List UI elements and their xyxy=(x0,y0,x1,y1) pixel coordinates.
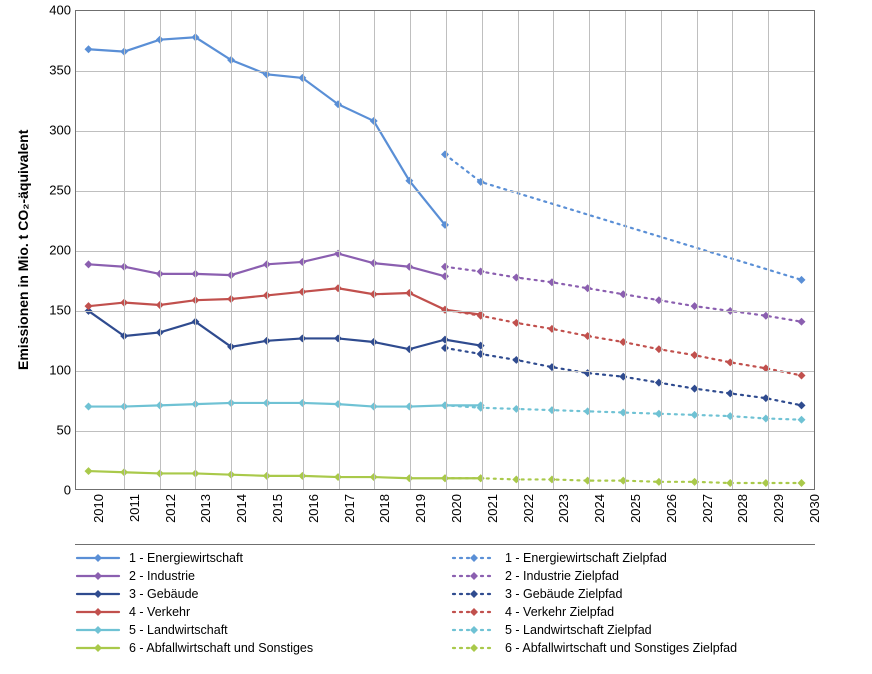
line-series-layer xyxy=(76,11,814,489)
y-tick: 400 xyxy=(49,3,71,18)
x-tick: 2016 xyxy=(306,494,321,523)
y-tick: 300 xyxy=(49,123,71,138)
legend-label: 6 - Abfallwirtschaft und Sonstiges Zielp… xyxy=(505,641,737,655)
plot-area xyxy=(75,10,815,490)
legend-item: 2 - Industrie Zielpfad xyxy=(451,569,815,583)
legend-item: 2 - Industrie xyxy=(75,569,439,583)
x-tick: 2028 xyxy=(735,494,750,523)
y-tick: 150 xyxy=(49,303,71,318)
y-tick: 100 xyxy=(49,363,71,378)
x-tick: 2019 xyxy=(413,494,428,523)
x-tick: 2025 xyxy=(628,494,643,523)
legend-item: 3 - Gebäude Zielpfad xyxy=(451,587,815,601)
x-tick: 2020 xyxy=(449,494,464,523)
x-tick: 2026 xyxy=(664,494,679,523)
x-tick: 2027 xyxy=(700,494,715,523)
y-tick: 350 xyxy=(49,63,71,78)
x-tick: 2024 xyxy=(592,494,607,523)
legend-label: 4 - Verkehr Zielpfad xyxy=(505,605,614,619)
legend-item: 4 - Verkehr xyxy=(75,605,439,619)
legend-label: 2 - Industrie xyxy=(129,569,195,583)
x-tick: 2015 xyxy=(270,494,285,523)
x-tick: 2011 xyxy=(127,494,142,522)
legend-label: 1 - Energiewirtschaft xyxy=(129,551,243,565)
legend-label: 1 - Energiewirtschaft Zielpfad xyxy=(505,551,667,565)
x-tick: 2029 xyxy=(771,494,786,523)
x-tick: 2013 xyxy=(198,494,213,523)
x-tick: 2021 xyxy=(485,494,500,523)
y-tick: 50 xyxy=(57,423,71,438)
y-axis-label: Emissionen in Mio. t CO₂-äquivalent xyxy=(11,10,35,490)
legend-label: 5 - Landwirtschaft Zielpfad xyxy=(505,623,652,637)
legend-label: 2 - Industrie Zielpfad xyxy=(505,569,619,583)
legend-label: 5 - Landwirtschaft xyxy=(129,623,228,637)
legend-item: 1 - Energiewirtschaft xyxy=(75,551,439,565)
emissions-line-chart: Emissionen in Mio. t CO₂-äquivalent 0 50 1… xyxy=(11,10,861,655)
x-axis-ticks: 2010 2011 2012 2013 2014 2015 2016 2017 2018 2019… xyxy=(75,490,815,544)
legend-label: 3 - Gebäude Zielpfad xyxy=(505,587,622,601)
legend-label: 3 - Gebäude xyxy=(129,587,199,601)
legend-item: 6 - Abfallwirtschaft und Sonstiges Zielp… xyxy=(451,641,815,655)
y-tick: 250 xyxy=(49,183,71,198)
legend-item: 1 - Energiewirtschaft Zielpfad xyxy=(451,551,815,565)
legend-item: 5 - Landwirtschaft Zielpfad xyxy=(451,623,815,637)
y-axis-ticks: 050100150200250300350400 xyxy=(35,10,75,490)
y-tick: 200 xyxy=(49,243,71,258)
legend-item: 6 - Abfallwirtschaft und Sonstiges xyxy=(75,641,439,655)
x-tick: 2030 xyxy=(807,494,822,523)
x-tick: 2012 xyxy=(163,494,178,523)
legend-label: 4 - Verkehr xyxy=(129,605,190,619)
x-tick: 2014 xyxy=(234,494,249,523)
legend-item: 3 - Gebäude xyxy=(75,587,439,601)
x-tick: 2017 xyxy=(342,494,357,523)
legend-item: 4 - Verkehr Zielpfad xyxy=(451,605,815,619)
x-tick: 2022 xyxy=(521,494,536,523)
legend: 1 - Energiewirtschaft 1 - Energiewirtscha… xyxy=(75,544,815,655)
legend-item: 5 - Landwirtschaft xyxy=(75,623,439,637)
x-tick: 2023 xyxy=(556,494,571,523)
x-tick: 2018 xyxy=(377,494,392,523)
legend-label: 6 - Abfallwirtschaft und Sonstiges xyxy=(129,641,313,655)
x-tick: 2010 xyxy=(91,494,106,523)
y-tick: 0 xyxy=(64,483,71,498)
